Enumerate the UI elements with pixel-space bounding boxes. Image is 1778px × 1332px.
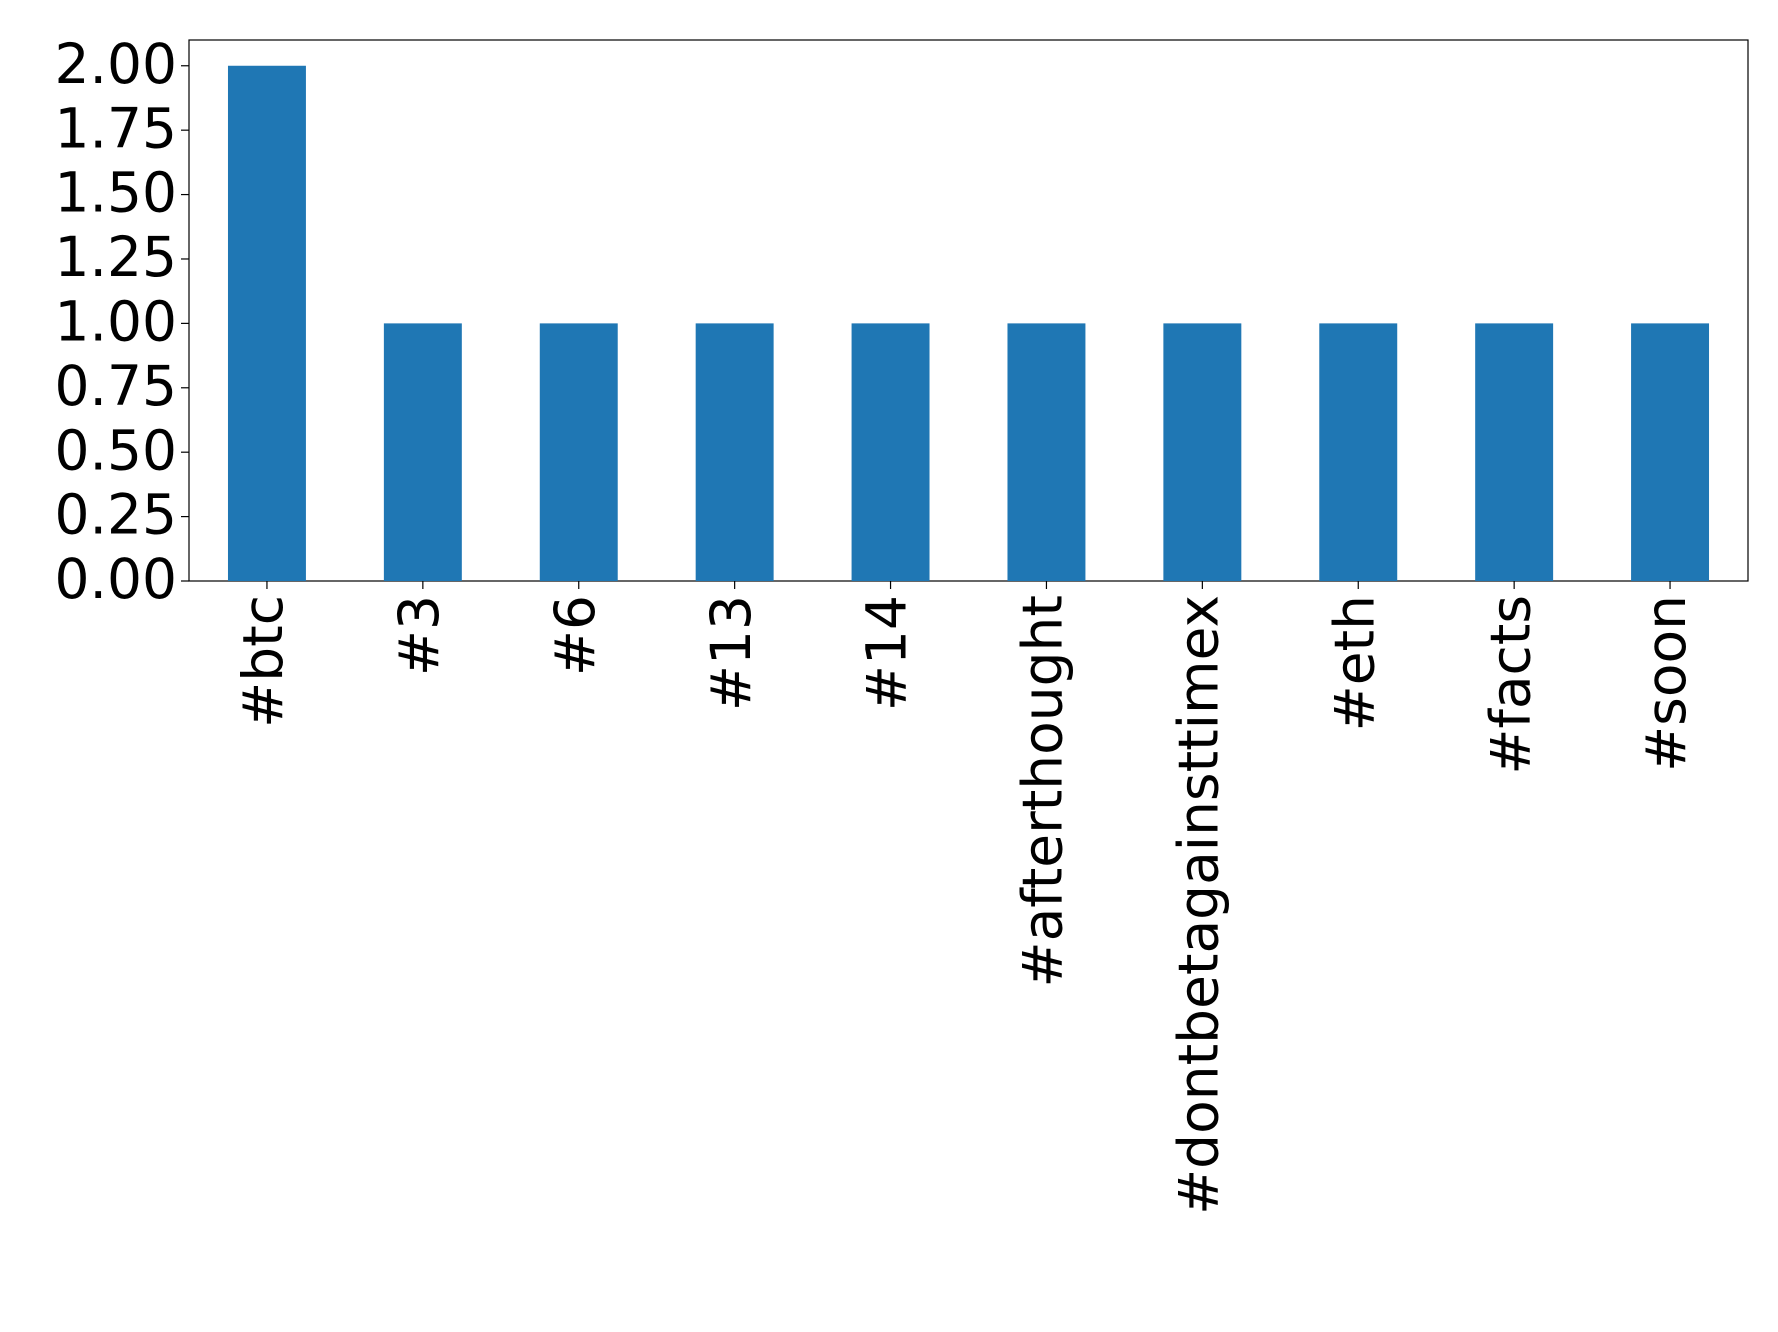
x-tick-label: #14 [855,595,919,711]
bar [1475,323,1554,581]
x-tick-label: #dontbetagainsttimex [1166,595,1230,1215]
x-tick-label: #soon [1634,595,1698,772]
plot-frame [188,39,1749,582]
y-tick-label: 0.50 [55,418,177,482]
y-tick-label: 1.00 [55,290,177,354]
x-tick-label: #afterthought [1011,595,1075,987]
bar [227,65,306,581]
y-tick-label: 0.00 [55,547,177,611]
bar [1631,323,1710,581]
y-tick-label: 0.75 [55,354,177,418]
x-tick-label: #3 [387,595,451,676]
bar [695,323,774,581]
bar [1007,323,1086,581]
x-tick-label: #eth [1322,595,1386,731]
bar [851,323,930,581]
x-tick-label: #btc [231,595,295,728]
bar [1163,323,1242,581]
bar [1319,323,1398,581]
y-tick-label: 2.00 [55,32,177,96]
x-tick-label: #facts [1478,595,1542,775]
y-tick-label: 1.75 [55,96,177,160]
y-tick-label: 1.50 [55,161,177,225]
x-tick-label: #13 [699,595,763,711]
y-tick-label: 1.25 [55,225,177,289]
bar [383,323,462,581]
bar [539,323,618,581]
y-tick-label: 0.25 [55,483,177,547]
x-tick-label: #6 [543,595,607,676]
